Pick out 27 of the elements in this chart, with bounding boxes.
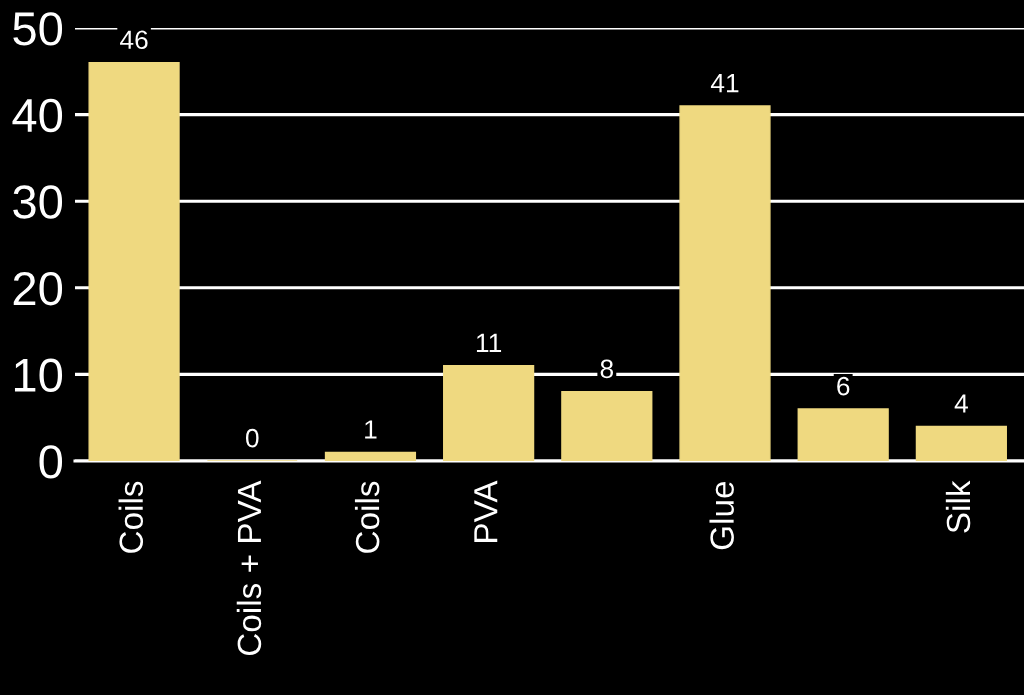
- bar: [443, 365, 535, 461]
- bar: [679, 105, 771, 461]
- x-tick-label: Silk: [945, 480, 971, 533]
- bar: [324, 451, 417, 461]
- x-tick-label: PVA: [474, 480, 498, 542]
- data-label: 1: [365, 420, 377, 439]
- y-tick-label: 30: [13, 185, 63, 219]
- data-label: 41: [710, 73, 739, 93]
- y-tick-label: 40: [12, 98, 63, 133]
- y-tick-label: 10: [14, 358, 63, 392]
- bar: [88, 61, 180, 461]
- bar: [915, 425, 1007, 461]
- bar: [561, 391, 653, 461]
- bar: [797, 408, 889, 461]
- x-tick-label: Coils: [354, 481, 380, 553]
- y-tick-label: 0: [39, 445, 63, 479]
- x-tick-label: Coils: [118, 481, 144, 553]
- x-tick-label: Coils + PVA: [236, 480, 262, 656]
- data-label: 4: [954, 394, 968, 413]
- x-tick-label: Glue: [709, 481, 734, 550]
- data-label: 46: [120, 30, 148, 50]
- data-label: 8: [600, 359, 614, 379]
- data-label: 0: [245, 428, 259, 448]
- data-label: 11: [476, 333, 502, 352]
- y-tick-label: 20: [13, 271, 63, 306]
- y-tick-label: 50: [13, 12, 63, 46]
- data-label: 6: [837, 376, 850, 396]
